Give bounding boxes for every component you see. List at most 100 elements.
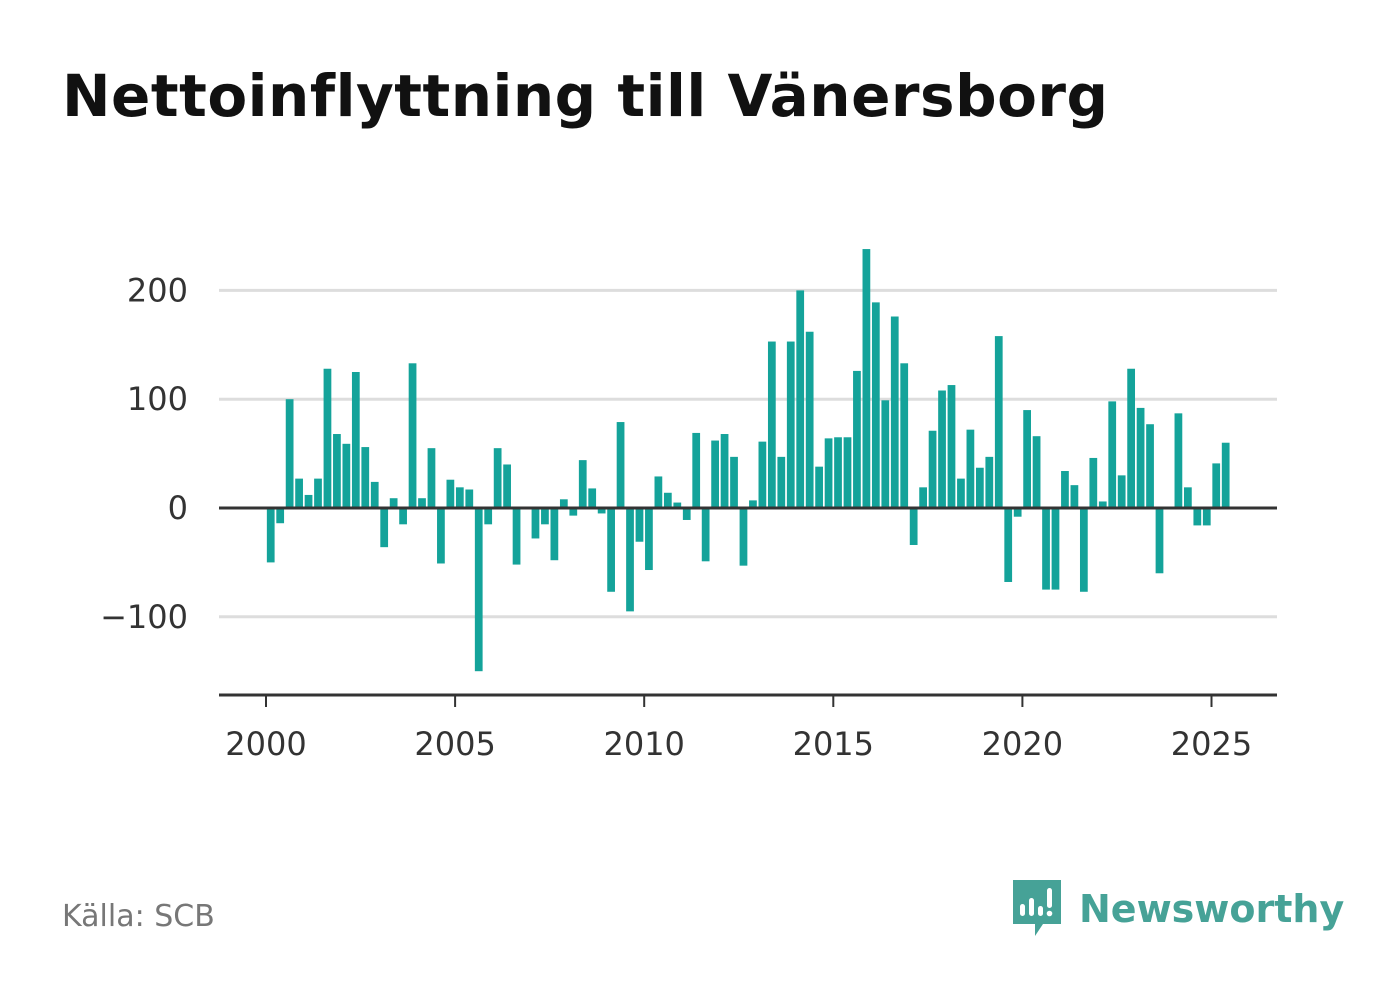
- bar: [1070, 485, 1079, 508]
- bar: [1117, 475, 1126, 508]
- bar: [985, 456, 994, 508]
- y-tick-labels: 200 100 0 −100: [100, 271, 188, 635]
- bar: [541, 508, 549, 525]
- bar: [285, 399, 294, 508]
- bar: [871, 302, 880, 508]
- bar: [881, 400, 890, 508]
- bar: [975, 467, 984, 508]
- bar: [720, 434, 729, 508]
- bar: [1193, 508, 1202, 526]
- bar: [994, 336, 1003, 508]
- bar: [796, 290, 805, 508]
- bar: [909, 508, 918, 545]
- bar: [900, 363, 909, 508]
- bar: [834, 437, 842, 508]
- bar: [569, 508, 578, 516]
- bar: [928, 430, 937, 508]
- bar: [276, 508, 285, 524]
- bar: [588, 488, 597, 508]
- bar: [749, 500, 757, 508]
- bar: [739, 508, 748, 566]
- bar: [1098, 501, 1107, 508]
- bar: [351, 372, 360, 508]
- x-tick-label: 2005: [414, 725, 495, 763]
- source-label: Källa: SCB: [62, 899, 215, 934]
- bar: [616, 422, 625, 508]
- bar: [663, 492, 672, 508]
- bar: [323, 368, 332, 508]
- bar: [682, 508, 691, 520]
- bar: [474, 508, 483, 672]
- bar: [559, 499, 568, 508]
- bar: [399, 508, 407, 525]
- grid-lines: [219, 288, 1277, 619]
- bar: [1202, 508, 1211, 526]
- bar: [1013, 508, 1022, 517]
- bar: [966, 429, 975, 508]
- bar: [1032, 436, 1041, 508]
- bar: [361, 447, 370, 508]
- y-tick-label: 100: [127, 380, 188, 418]
- x-tick-label: 2020: [982, 725, 1063, 763]
- bar: [427, 448, 436, 508]
- bar: [437, 508, 445, 564]
- bar: [531, 508, 540, 539]
- bar: [777, 456, 786, 508]
- bar: [370, 481, 379, 508]
- bar: [550, 508, 559, 561]
- bar: [957, 478, 965, 508]
- bar: [266, 508, 275, 563]
- bar: [654, 476, 663, 508]
- chart-title: Nettoinflyttning till Vänersborg: [62, 62, 1109, 130]
- bar: [597, 508, 606, 514]
- bar: [673, 502, 682, 508]
- bar: [1136, 407, 1145, 508]
- bar: [493, 448, 502, 508]
- x-tick-label: 2010: [603, 725, 684, 763]
- bar: [853, 370, 861, 508]
- bar: [503, 464, 511, 508]
- bar: [947, 385, 956, 508]
- bar: [1127, 368, 1136, 508]
- bar: [815, 466, 823, 508]
- bar: [1183, 487, 1192, 508]
- bar: [645, 508, 653, 571]
- bar: [1023, 410, 1031, 508]
- bar: [1221, 442, 1230, 508]
- bar: [389, 498, 398, 508]
- x-tick-label: 2015: [793, 725, 874, 763]
- bar: [938, 390, 946, 508]
- bar: [805, 331, 814, 508]
- bar: [418, 498, 426, 508]
- bar: [295, 478, 303, 508]
- bar: [767, 341, 776, 508]
- y-tick-label: 200: [127, 271, 188, 309]
- newsworthy-logo-icon: [1013, 880, 1061, 936]
- bar: [692, 432, 701, 508]
- bar: [1051, 508, 1060, 590]
- bar: [786, 341, 795, 508]
- bar: [578, 460, 587, 508]
- brand-name: Newsworthy: [1079, 887, 1345, 931]
- bar: [607, 508, 615, 592]
- bar: [342, 443, 351, 508]
- bars: [266, 249, 1230, 672]
- bar: [730, 456, 738, 508]
- bar: [484, 508, 493, 525]
- bar: [1089, 457, 1098, 508]
- bar: [890, 316, 899, 508]
- bar: [1212, 463, 1221, 508]
- bar: [711, 440, 719, 508]
- bar: [455, 487, 464, 508]
- bar: [465, 489, 474, 508]
- x-tick-labels: 2000 2005 2010 2015 2020 2025: [225, 725, 1252, 763]
- bar: [512, 508, 521, 565]
- bar: [304, 494, 313, 508]
- brand-logo[interactable]: Newsworthy: [1011, 878, 1344, 940]
- bar: [408, 363, 417, 508]
- bar: [1174, 413, 1183, 508]
- bar: [843, 437, 852, 508]
- x-tick-label: 2000: [225, 725, 306, 763]
- bar: [824, 438, 833, 508]
